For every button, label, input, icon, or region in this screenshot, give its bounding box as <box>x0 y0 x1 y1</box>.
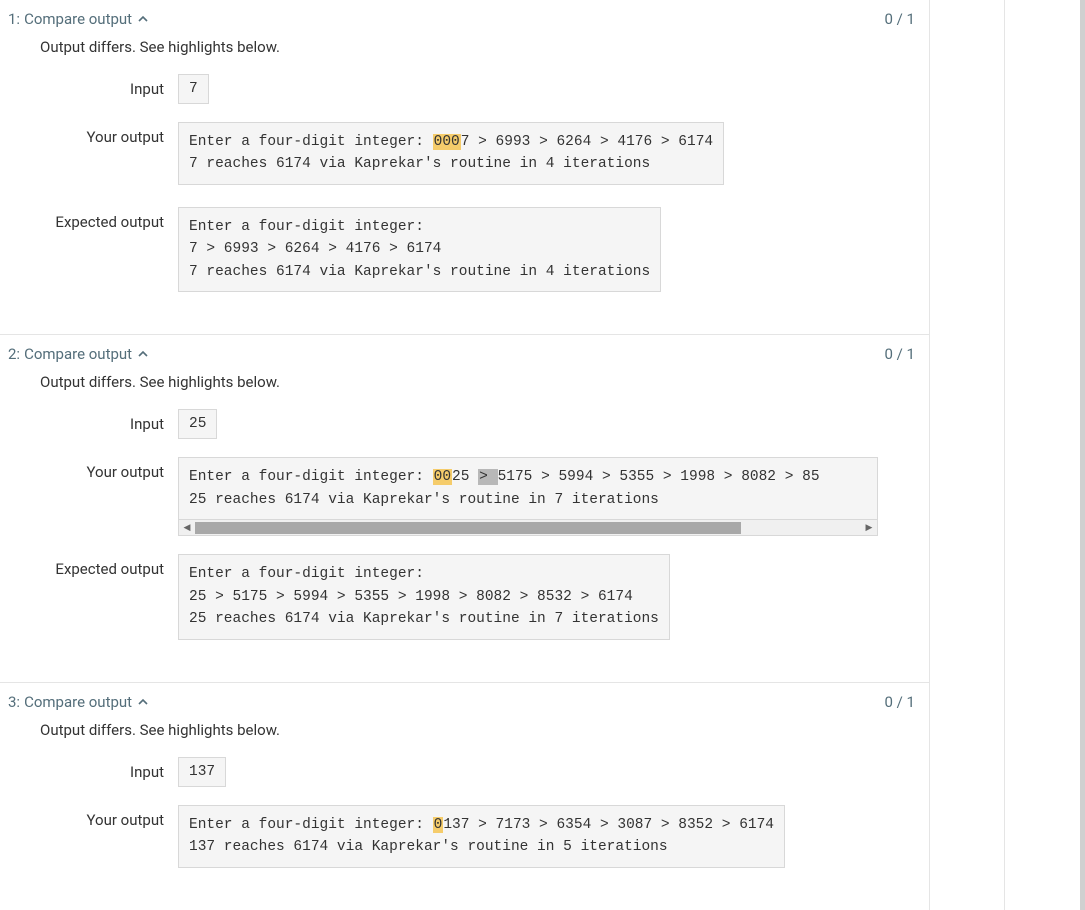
right-edge <box>1080 0 1085 910</box>
expected-output-label: Expected output <box>0 207 178 231</box>
code-line: Enter a four-digit integer: 0025 > 5175 … <box>189 466 867 488</box>
test-score: 0 / 1 <box>885 345 916 363</box>
code-line: Enter a four-digit integer: <box>189 216 650 238</box>
input-row: Input137 <box>0 757 929 787</box>
input-content: 25 <box>178 409 878 439</box>
test-block: 2:Compare output 0 / 1 Output differs. See… <box>0 335 929 682</box>
diff-message: Output differs. See highlights below. <box>0 373 929 409</box>
code-line: 25 > 5175 > 5994 > 5355 > 1998 > 8082 > … <box>189 586 659 608</box>
test-score: 0 / 1 <box>885 10 916 28</box>
side-column <box>930 0 1005 910</box>
input-content: 7 <box>178 74 878 104</box>
code-line: 137 reaches 6174 via Kaprekar's routine … <box>189 836 774 858</box>
code-line: Enter a four-digit integer: 0137 > 7173 … <box>189 814 774 836</box>
expected-output-content: Enter a four-digit integer:25 > 5175 > 5… <box>178 554 878 643</box>
scroll-track[interactable] <box>195 521 861 535</box>
code-line: Enter a four-digit integer: 0007 > 6993 … <box>189 131 713 153</box>
your-output-label: Your output <box>0 122 178 146</box>
input-row: Input7 <box>0 74 929 104</box>
diff-highlight: 0 <box>433 817 444 833</box>
diff-message: Output differs. See highlights below. <box>0 38 929 74</box>
diff-highlight-gray: > <box>478 469 497 485</box>
expected-output-box: Enter a four-digit integer:7 > 6993 > 62… <box>178 207 661 292</box>
expected-output-row: Expected outputEnter a four-digit intege… <box>0 207 929 296</box>
input-value-box: 137 <box>178 757 226 787</box>
input-label: Input <box>0 409 178 433</box>
your-output-box: Enter a four-digit integer: 0007 > 6993 … <box>178 122 724 185</box>
input-value-box: 7 <box>178 74 209 104</box>
your-output-content: Enter a four-digit integer: 0137 > 7173 … <box>178 805 878 872</box>
input-label: Input <box>0 757 178 781</box>
input-value-box: 25 <box>178 409 217 439</box>
your-output-row: Your output Enter a four-digit integer: 0… <box>0 122 929 189</box>
expected-output-content: Enter a four-digit integer:7 > 6993 > 62… <box>178 207 878 296</box>
code-line: 7 reaches 6174 via Kaprekar's routine in… <box>189 261 650 283</box>
test-block: 3:Compare output 0 / 1 Output differs. See… <box>0 683 929 910</box>
diff-highlight: 000 <box>433 134 461 150</box>
diff-message: Output differs. See highlights below. <box>0 721 929 757</box>
code-line: 25 reaches 6174 via Kaprekar's routine i… <box>189 489 867 511</box>
test-name: Compare output <box>24 345 132 363</box>
test-header: 3:Compare output 0 / 1 <box>0 691 929 721</box>
test-score: 0 / 1 <box>885 693 916 711</box>
test-header: 1:Compare output 0 / 1 <box>0 8 929 38</box>
expected-output-row: Expected outputEnter a four-digit intege… <box>0 554 929 643</box>
your-output-content: Enter a four-digit integer: 0007 > 6993 … <box>178 122 878 189</box>
diff-highlight: 00 <box>433 469 452 485</box>
test-index: 2: <box>8 345 20 363</box>
your-output-label: Your output <box>0 457 178 481</box>
chevron-up-icon <box>136 12 150 26</box>
input-label: Input <box>0 74 178 98</box>
scroll-wrap: Enter a four-digit integer: 0025 > 5175 … <box>178 457 878 536</box>
code-line: 25 reaches 6174 via Kaprekar's routine i… <box>189 608 659 630</box>
scroll-right-arrow-icon[interactable]: ▶ <box>861 521 877 535</box>
your-output-row: Your output Enter a four-digit integer: 0… <box>0 805 929 872</box>
your-output-box: Enter a four-digit integer: 0137 > 7173 … <box>178 805 785 868</box>
input-content: 137 <box>178 757 878 787</box>
test-title[interactable]: 3:Compare output <box>8 693 150 711</box>
test-results-panel: 1:Compare output0 / 1Output differs. See… <box>0 0 930 910</box>
your-output-label: Your output <box>0 805 178 829</box>
test-index: 1: <box>8 10 20 28</box>
chevron-up-icon <box>136 347 150 361</box>
test-header: 2:Compare output 0 / 1 <box>0 343 929 373</box>
test-title[interactable]: 2:Compare output <box>8 345 150 363</box>
input-row: Input25 <box>0 409 929 439</box>
code-line: 7 reaches 6174 via Kaprekar's routine in… <box>189 153 713 175</box>
code-line: Enter a four-digit integer: <box>189 563 659 585</box>
your-output-box: Enter a four-digit integer: 0025 > 5175 … <box>178 457 878 520</box>
horizontal-scrollbar[interactable]: ◀▶ <box>178 520 878 536</box>
your-output-row: Your output Enter a four-digit integer: 0… <box>0 457 929 536</box>
test-name: Compare output <box>24 693 132 711</box>
test-title[interactable]: 1:Compare output <box>8 10 150 28</box>
chevron-up-icon <box>136 695 150 709</box>
test-name: Compare output <box>24 10 132 28</box>
code-line: 7 > 6993 > 6264 > 4176 > 6174 <box>189 238 650 260</box>
scroll-thumb[interactable] <box>195 522 741 534</box>
scroll-left-arrow-icon[interactable]: ◀ <box>179 521 195 535</box>
expected-output-label: Expected output <box>0 554 178 578</box>
test-index: 3: <box>8 693 20 711</box>
expected-output-box: Enter a four-digit integer:25 > 5175 > 5… <box>178 554 670 639</box>
your-output-content: Enter a four-digit integer: 0025 > 5175 … <box>178 457 878 536</box>
test-block: 1:Compare output 0 / 1 Output differs. See… <box>0 0 929 335</box>
gap-column <box>1005 0 1080 910</box>
